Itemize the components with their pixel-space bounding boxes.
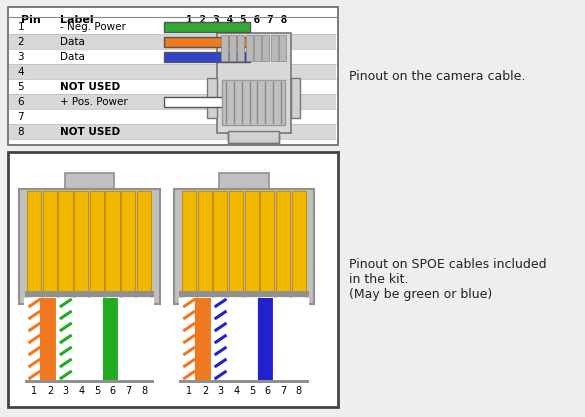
Bar xyxy=(260,191,274,292)
Text: 5: 5 xyxy=(94,386,100,396)
Text: 7: 7 xyxy=(280,386,287,396)
Text: 3: 3 xyxy=(218,386,223,396)
Bar xyxy=(213,191,228,292)
Text: Pin: Pin xyxy=(21,15,40,25)
Bar xyxy=(182,191,196,292)
Text: NOT USED: NOT USED xyxy=(60,126,120,136)
Text: 4: 4 xyxy=(18,66,24,76)
Bar xyxy=(238,35,245,61)
Text: 8: 8 xyxy=(296,386,302,396)
Bar xyxy=(164,52,250,61)
Bar xyxy=(174,189,314,304)
Bar xyxy=(8,7,338,145)
Text: 5: 5 xyxy=(249,386,255,396)
Text: 4: 4 xyxy=(233,386,239,396)
Text: 6: 6 xyxy=(110,386,116,396)
Bar xyxy=(180,297,309,381)
Text: 5: 5 xyxy=(18,81,24,91)
Text: 1: 1 xyxy=(186,386,192,396)
Text: 2: 2 xyxy=(47,386,53,396)
Bar xyxy=(25,378,154,383)
Bar xyxy=(198,191,212,292)
Text: 8: 8 xyxy=(141,386,147,396)
Bar xyxy=(9,94,336,109)
Bar xyxy=(25,297,154,381)
Bar xyxy=(121,191,135,292)
Text: 7: 7 xyxy=(18,111,24,121)
Bar xyxy=(291,78,300,118)
Bar xyxy=(9,124,336,139)
Bar xyxy=(276,191,290,292)
Bar xyxy=(137,191,151,292)
Bar xyxy=(9,64,336,79)
Bar xyxy=(164,37,250,47)
Text: - Neg. Power: - Neg. Power xyxy=(60,22,126,32)
Text: 3: 3 xyxy=(63,386,69,396)
Bar xyxy=(229,35,236,61)
Text: Pinout on SPOE cables included
in the kit.
(May be green or blue): Pinout on SPOE cables included in the ki… xyxy=(349,258,547,301)
Text: Data: Data xyxy=(60,52,85,61)
Bar xyxy=(105,191,120,292)
Bar xyxy=(279,35,286,61)
Text: 1: 1 xyxy=(18,22,24,32)
Bar xyxy=(58,191,73,292)
Bar xyxy=(19,189,160,304)
Text: NOT USED: NOT USED xyxy=(60,81,120,91)
Text: Label: Label xyxy=(60,15,94,25)
Bar xyxy=(180,378,309,383)
Bar xyxy=(246,35,253,61)
Bar xyxy=(271,35,277,61)
Text: 8: 8 xyxy=(18,126,24,136)
Bar xyxy=(164,96,250,106)
Text: 1: 1 xyxy=(32,386,37,396)
Text: + Pos. Power: + Pos. Power xyxy=(60,96,128,106)
Text: 2: 2 xyxy=(202,386,208,396)
Bar xyxy=(254,35,261,61)
Bar xyxy=(291,191,306,292)
Text: 6: 6 xyxy=(264,386,271,396)
Text: 4: 4 xyxy=(78,386,84,396)
Bar xyxy=(228,131,279,143)
Text: 2: 2 xyxy=(18,37,24,47)
Bar xyxy=(43,191,57,292)
Bar xyxy=(219,173,269,191)
Bar xyxy=(9,34,336,49)
Bar xyxy=(27,191,42,292)
Bar xyxy=(221,35,228,61)
Bar xyxy=(216,33,291,133)
Bar xyxy=(207,78,216,118)
Text: 6: 6 xyxy=(18,96,24,106)
Bar xyxy=(8,152,338,407)
Bar xyxy=(262,35,269,61)
Bar xyxy=(25,291,154,297)
Bar xyxy=(90,191,104,292)
Bar xyxy=(222,80,285,125)
Bar xyxy=(164,22,250,32)
Text: Pinout on the camera cable.: Pinout on the camera cable. xyxy=(349,70,526,83)
Bar xyxy=(229,191,243,292)
Bar xyxy=(74,191,88,292)
Bar xyxy=(245,191,259,292)
Text: 3: 3 xyxy=(18,52,24,61)
Text: 1 2 3 4 5 6 7 8: 1 2 3 4 5 6 7 8 xyxy=(186,15,287,25)
Bar xyxy=(180,291,309,297)
Bar xyxy=(64,173,114,191)
Text: Data: Data xyxy=(60,37,85,47)
Text: 7: 7 xyxy=(125,386,132,396)
